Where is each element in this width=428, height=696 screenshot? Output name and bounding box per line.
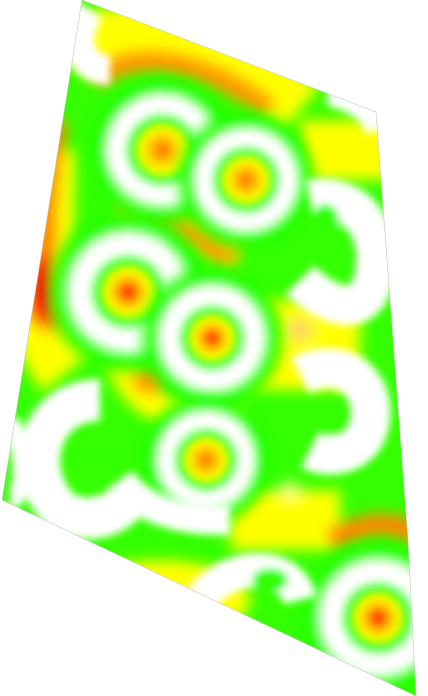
arc-left bbox=[18, 379, 151, 540]
ring-d bbox=[134, 260, 290, 416]
arc-top bbox=[64, 1, 112, 85]
surface-outline bbox=[1, 0, 417, 696]
arc-right bbox=[291, 348, 391, 475]
ring-b bbox=[170, 104, 322, 256]
arc-upper-right bbox=[285, 178, 397, 326]
ring-e bbox=[134, 388, 278, 532]
arc-bottom bbox=[186, 553, 317, 612]
